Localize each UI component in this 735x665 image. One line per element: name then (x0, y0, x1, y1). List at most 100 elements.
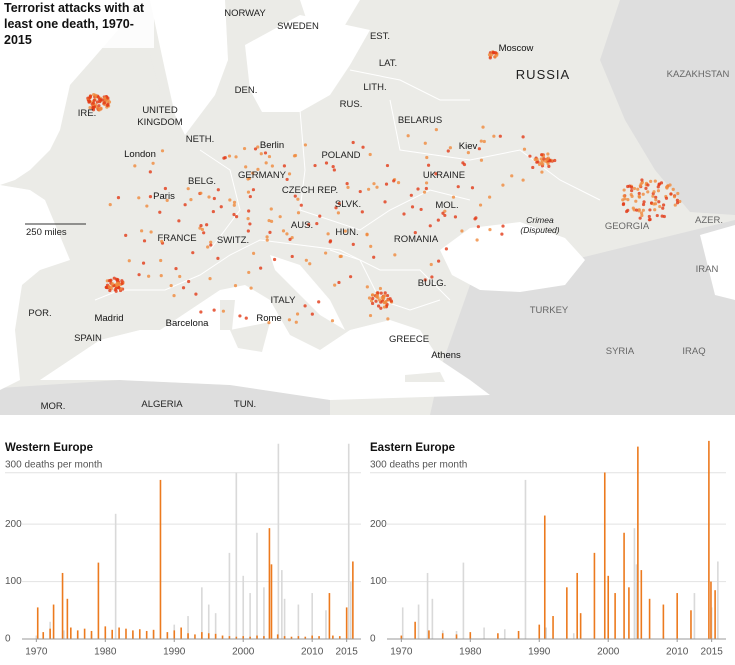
map-label: SYRIA (605, 346, 635, 357)
attack-dot (625, 209, 629, 214)
attack-dot (174, 266, 178, 271)
attack-dot (416, 187, 420, 191)
attack-dot (209, 243, 213, 247)
attack-dot (478, 203, 483, 207)
attack-dot (423, 278, 427, 282)
attack-dot (470, 186, 475, 190)
scale-label: 250 miles (26, 227, 67, 238)
bar (400, 635, 403, 639)
map-label: MOR. (40, 401, 66, 412)
attack-dot (539, 157, 543, 161)
y-tick-label: 100 (370, 576, 387, 587)
bar (710, 607, 713, 639)
bar (66, 598, 69, 639)
attack-dot (189, 198, 193, 202)
bar (132, 633, 134, 639)
attack-dot (141, 261, 146, 265)
attack-dot (163, 186, 167, 191)
map-label: POR. (28, 308, 52, 319)
bar (104, 632, 107, 639)
attack-dot (177, 219, 181, 223)
bar (428, 630, 430, 639)
map-label: DEN. (234, 85, 258, 96)
attack-dot (498, 134, 502, 138)
attack-dot (343, 229, 347, 233)
map-label: SWEDEN (277, 21, 319, 32)
bar (152, 630, 155, 639)
attack-dot (186, 187, 190, 191)
attack-dot (295, 312, 300, 316)
bar (61, 572, 64, 639)
attack-dot (653, 208, 657, 212)
bar (648, 598, 651, 639)
attack-dot (637, 191, 641, 196)
attack-dot (460, 229, 464, 233)
bar (710, 581, 712, 639)
attack-dot (434, 127, 438, 132)
attack-dot (543, 159, 548, 163)
attack-dot (493, 55, 497, 59)
attack-dot (434, 172, 438, 176)
bar (338, 636, 341, 639)
attack-dot (216, 256, 220, 260)
x-tick-label: 1980 (459, 647, 482, 658)
attack-dot (165, 198, 169, 202)
chart-title: Western Europe (5, 442, 93, 454)
map-label: UKRAINE (422, 170, 466, 181)
attack-dot (444, 247, 448, 251)
attack-dot (358, 189, 362, 194)
map-label: Athens (431, 350, 461, 361)
attack-dot (200, 227, 205, 232)
attack-dot (410, 205, 415, 209)
attack-dot (475, 238, 479, 242)
attack-dot (259, 266, 263, 270)
map-label: TURKEY (529, 305, 569, 316)
attack-dot (622, 194, 626, 198)
attack-dot (462, 162, 467, 167)
attack-dot (378, 286, 383, 291)
bar (311, 593, 313, 639)
attack-dot (114, 277, 119, 281)
map-label: GREECE (388, 334, 430, 345)
attack-dot (488, 228, 492, 232)
attack-dot (228, 198, 232, 202)
bar (297, 636, 300, 639)
y-tick-label: 200 (370, 519, 387, 530)
attack-dot (98, 100, 102, 104)
attack-dot (169, 284, 173, 288)
bar (152, 629, 155, 639)
attack-dot (287, 172, 292, 176)
attack-dot (221, 309, 226, 313)
attack-dot (304, 258, 308, 262)
attack-dot (91, 101, 95, 105)
attack-dot (233, 284, 238, 288)
bar (277, 443, 280, 639)
attack-dot (246, 229, 250, 233)
map-title: Terrorist attacks with at least one deat… (4, 0, 154, 48)
attack-dot (372, 182, 376, 186)
attack-dot (546, 162, 550, 166)
attack-dot (669, 192, 673, 196)
bar (455, 634, 458, 639)
attack-dot (631, 206, 635, 210)
map-label: RUS. (339, 99, 363, 110)
map-label: Rome (256, 313, 282, 324)
attack-dot (482, 139, 486, 144)
attack-dot (376, 291, 380, 295)
attack-dot (247, 176, 252, 180)
attack-dot (375, 294, 379, 299)
bar (290, 636, 293, 639)
bar (607, 575, 610, 639)
attack-dot (662, 214, 666, 219)
x-tick-label: 1980 (94, 647, 117, 658)
attack-dot (338, 254, 342, 259)
attack-dot (361, 145, 365, 149)
map-label: MOL. (435, 200, 459, 211)
attack-dot (623, 197, 627, 201)
attack-dot (652, 202, 656, 206)
attack-dot (104, 98, 108, 102)
attack-dot (244, 165, 248, 169)
bar (159, 479, 162, 639)
attack-dot (187, 279, 191, 284)
map-label: ALGERIA (141, 399, 183, 410)
